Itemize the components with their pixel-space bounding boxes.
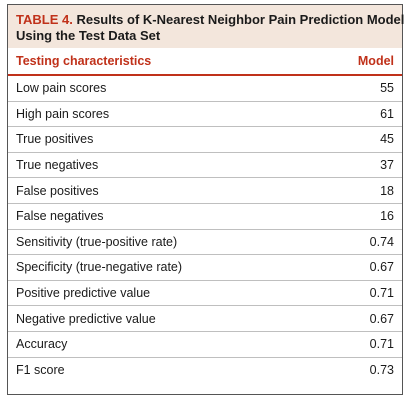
row-model-value: 0.71 [369, 286, 394, 301]
results-table: TABLE 4. Results of K-Nearest Neighbor P… [7, 4, 405, 395]
header-model: Model [357, 54, 394, 68]
table-row: Sensitivity (true-positive rate) 0.74 [8, 230, 402, 256]
table-row: Low pain scores 55 [8, 76, 402, 102]
row-model-value: 16 [380, 209, 394, 224]
header-characteristic: Testing characteristics [16, 54, 152, 68]
row-characteristic: Specificity (true-negative rate) [16, 260, 183, 275]
row-model-value: 0.67 [369, 311, 394, 326]
row-model-value: 0.71 [369, 337, 394, 352]
row-characteristic: True negatives [16, 158, 99, 173]
table-row: True negatives 37 [8, 153, 402, 179]
row-characteristic: Accuracy [16, 337, 68, 352]
row-characteristic: True positives [16, 132, 94, 147]
table-title-line-2: Using the Test Data Set [16, 28, 161, 43]
table-row: F1 score 0.73 [8, 358, 402, 384]
table-row: False negatives 16 [8, 204, 402, 230]
row-characteristic: Sensitivity (true-positive rate) [16, 234, 178, 249]
row-characteristic: Low pain scores [16, 81, 107, 96]
row-characteristic: F1 score [16, 363, 65, 378]
row-model-value: 0.67 [369, 260, 394, 275]
table-row: True positives 45 [8, 127, 402, 153]
table-row: Specificity (true-negative rate) 0.67 [8, 255, 402, 281]
row-model-value: 61 [380, 106, 394, 121]
row-model-value: 0.73 [369, 363, 394, 378]
table-header-row: Testing characteristics Model [8, 48, 402, 76]
table-row: High pain scores 61 [8, 102, 402, 128]
table-title-line-1: Results of K-Nearest Neighbor Pain Predi… [76, 12, 405, 27]
table-caption: TABLE 4. Results of K-Nearest Neighbor P… [8, 5, 405, 48]
table-row: Positive predictive value 0.71 [8, 281, 402, 307]
row-characteristic: Positive predictive value [16, 286, 151, 301]
table-number: TABLE 4. [16, 12, 73, 27]
row-model-value: 45 [380, 132, 394, 147]
table-row: Negative predictive value 0.67 [8, 306, 402, 332]
row-model-value: 0.74 [369, 234, 394, 249]
row-model-value: 55 [380, 81, 394, 96]
table-row: False positives 18 [8, 178, 402, 204]
row-model-value: 37 [380, 158, 394, 173]
row-characteristic: High pain scores [16, 106, 110, 121]
row-characteristic: Negative predictive value [16, 311, 156, 326]
row-characteristic: False negatives [16, 209, 104, 224]
table-row: Accuracy 0.71 [8, 332, 402, 358]
row-model-value: 18 [380, 183, 394, 198]
row-characteristic: False positives [16, 183, 99, 198]
table-body: Low pain scores 55 High pain scores 61 T… [8, 76, 402, 383]
